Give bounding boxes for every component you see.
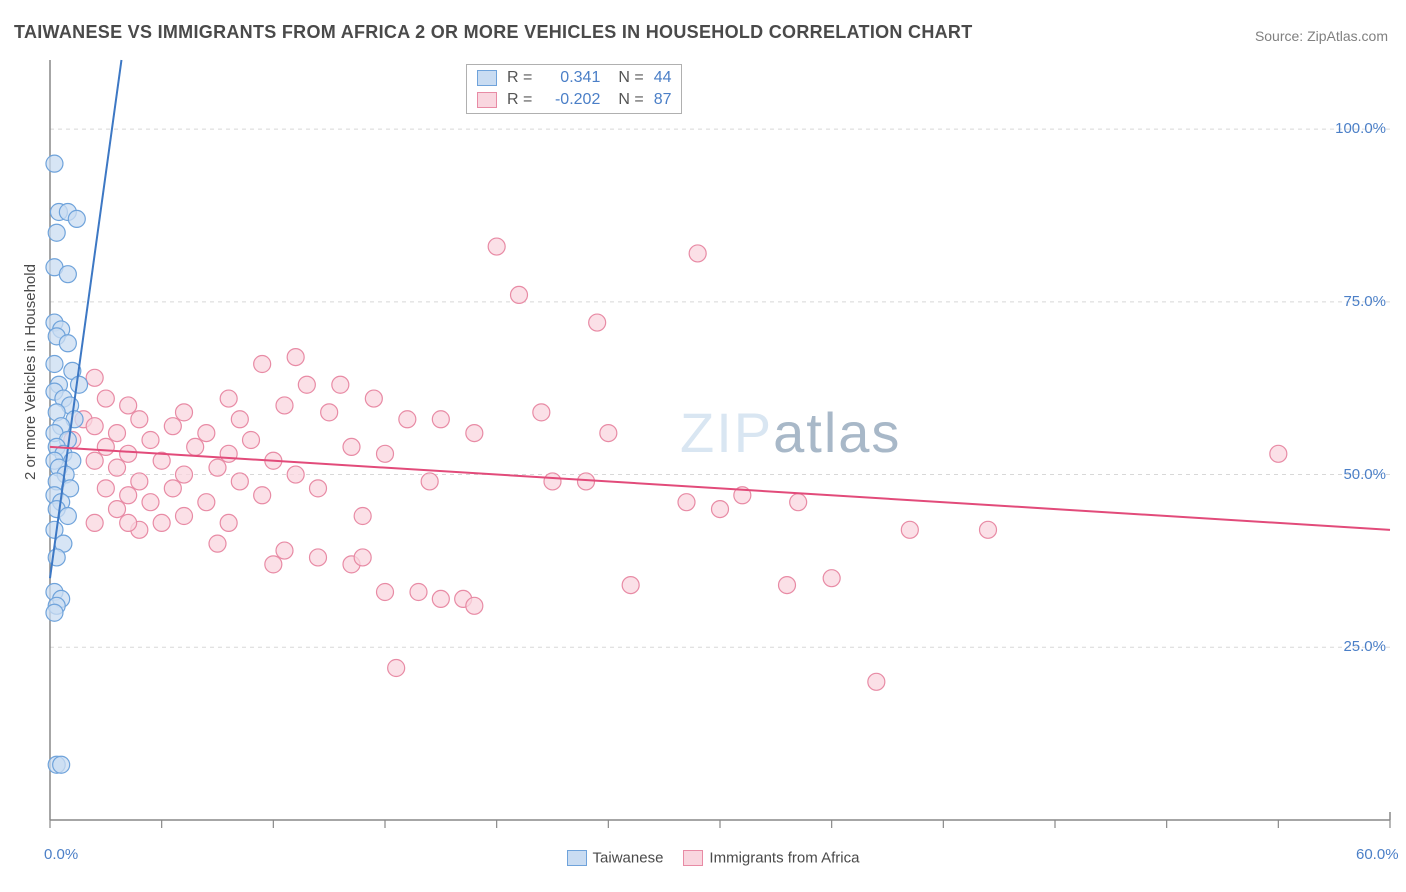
y-tick-label: 75.0% <box>1343 293 1386 310</box>
x-tick-label: 0.0% <box>44 846 78 863</box>
y-tick-label: 25.0% <box>1343 638 1386 655</box>
stat-row: R =0.341N =44 <box>477 67 671 89</box>
series-swatch <box>477 70 497 86</box>
legend-swatch <box>683 850 703 866</box>
stats-legend: R =0.341N =44R =-0.202N =87 <box>466 64 682 114</box>
correlation-chart: TAIWANESE VS IMMIGRANTS FROM AFRICA 2 OR… <box>0 0 1406 892</box>
legend-label: Taiwanese <box>593 850 664 867</box>
legend-label: Immigrants from Africa <box>709 850 859 867</box>
y-tick-label: 100.0% <box>1335 120 1386 137</box>
plot-area <box>0 0 1406 892</box>
x-tick-label: 60.0% <box>1356 846 1399 863</box>
legend-swatch <box>567 850 587 866</box>
series-legend: Taiwanese Immigrants from Africa <box>0 849 1406 867</box>
y-tick-label: 50.0% <box>1343 466 1386 483</box>
stat-row: R =-0.202N =87 <box>477 89 671 111</box>
series-swatch <box>477 92 497 108</box>
